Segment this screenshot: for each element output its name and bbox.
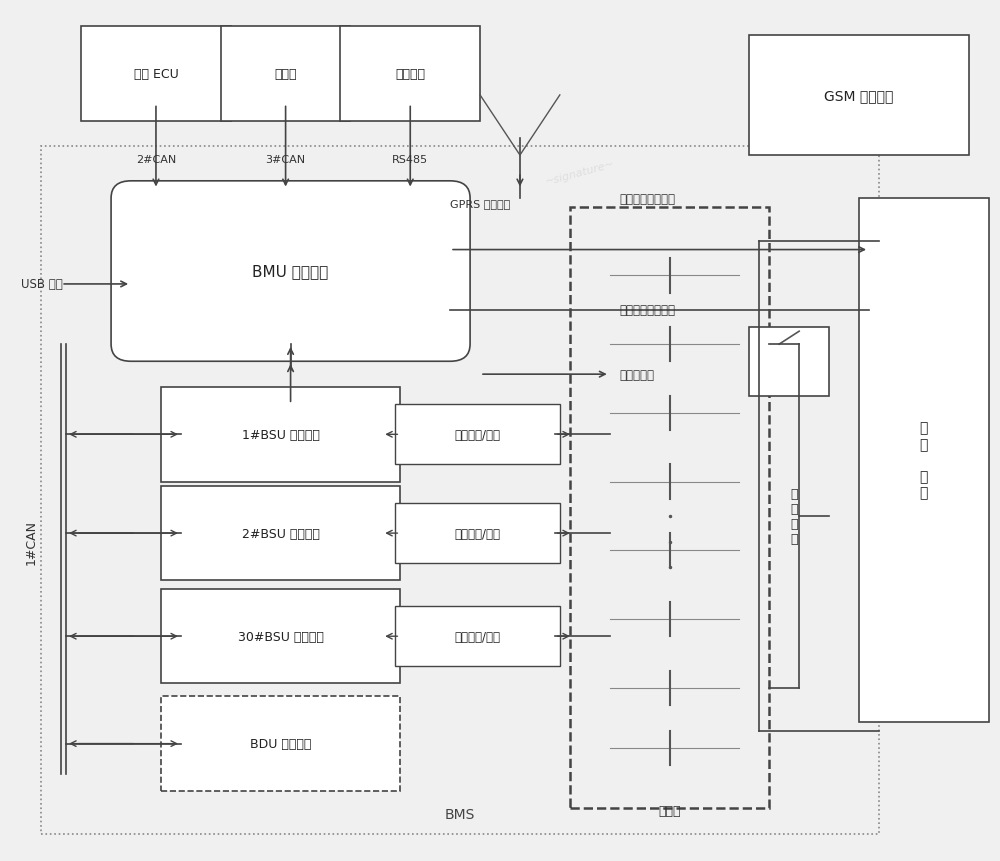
Text: 30#BSU 采集模块: 30#BSU 采集模块 [238, 630, 324, 643]
Text: ~signature~: ~signature~ [544, 159, 616, 187]
FancyBboxPatch shape [340, 28, 480, 121]
Text: 保护控制输出接口: 保护控制输出接口 [620, 304, 676, 317]
FancyBboxPatch shape [161, 589, 400, 684]
Text: BMS: BMS [445, 807, 475, 821]
FancyBboxPatch shape [749, 327, 829, 396]
Text: BMU 主控模块: BMU 主控模块 [252, 264, 329, 279]
Text: 均衡采集/温度: 均衡采集/温度 [454, 630, 500, 643]
FancyBboxPatch shape [395, 405, 560, 465]
FancyBboxPatch shape [161, 697, 400, 791]
Text: 充电机: 充电机 [274, 68, 297, 81]
FancyBboxPatch shape [161, 387, 400, 482]
Text: 漏
电
检
测: 漏 电 检 测 [790, 487, 798, 545]
Text: BDU 显示模块: BDU 显示模块 [250, 737, 311, 750]
FancyBboxPatch shape [161, 486, 400, 580]
Text: 热管理接口: 热管理接口 [620, 369, 655, 381]
FancyBboxPatch shape [395, 504, 560, 564]
Text: 3#CAN: 3#CAN [266, 154, 306, 164]
FancyBboxPatch shape [859, 199, 989, 722]
Text: 整车 ECU: 整车 ECU [134, 68, 178, 81]
Text: 负
载

网
络: 负 载 网 络 [920, 421, 928, 500]
Text: GPRS 无线接口: GPRS 无线接口 [450, 199, 510, 208]
Text: 开关状态输入接口: 开关状态输入接口 [620, 192, 676, 205]
FancyBboxPatch shape [221, 28, 350, 121]
FancyBboxPatch shape [395, 606, 560, 666]
Text: RS485: RS485 [392, 154, 428, 164]
Text: 均衡采集/温度: 均衡采集/温度 [454, 527, 500, 540]
Text: 2#BSU 采集模块: 2#BSU 采集模块 [242, 527, 320, 540]
Text: 1#BSU 采集模块: 1#BSU 采集模块 [242, 428, 320, 442]
Text: 1#CAN: 1#CAN [25, 519, 38, 565]
FancyBboxPatch shape [81, 28, 231, 121]
Text: GSM 无线基站: GSM 无线基站 [824, 89, 894, 102]
Text: 2#CAN: 2#CAN [136, 154, 176, 164]
Text: 其他终端: 其他终端 [395, 68, 425, 81]
FancyBboxPatch shape [111, 182, 470, 362]
Text: 均衡采集/温度: 均衡采集/温度 [454, 428, 500, 442]
Text: 电池包: 电池包 [658, 804, 681, 817]
FancyBboxPatch shape [749, 35, 969, 156]
Text: USB 接口: USB 接口 [21, 278, 63, 291]
